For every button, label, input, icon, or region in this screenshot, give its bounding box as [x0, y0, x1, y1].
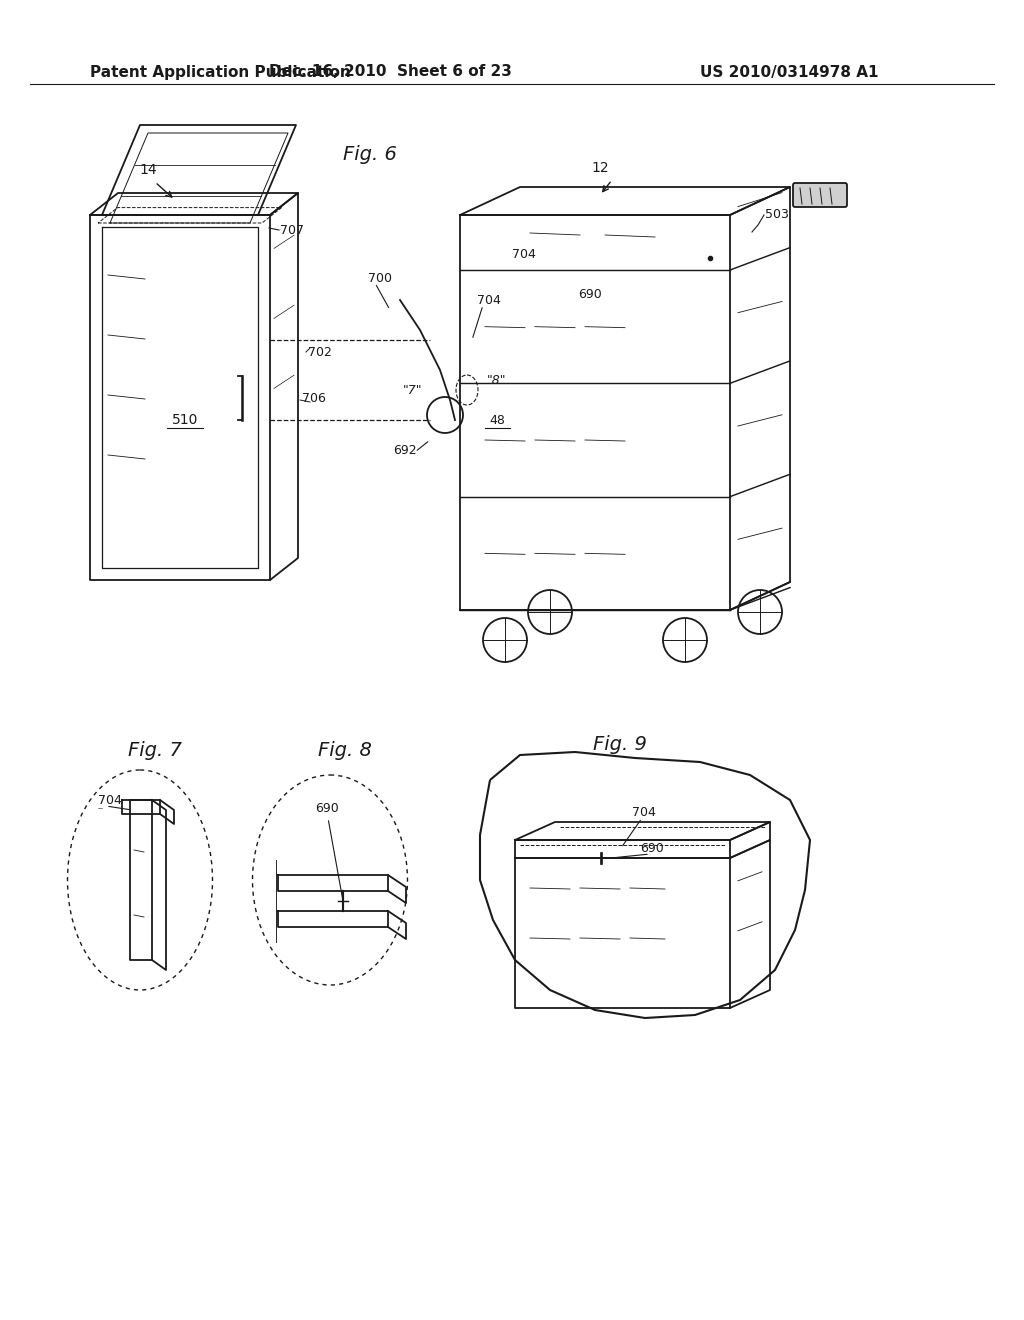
Text: 690: 690	[315, 801, 339, 814]
Text: 692: 692	[393, 444, 417, 457]
Text: 704: 704	[512, 248, 536, 261]
Text: 503: 503	[765, 209, 788, 222]
Text: Patent Application Publication: Patent Application Publication	[90, 65, 351, 79]
Text: 702: 702	[308, 346, 332, 359]
Text: 690: 690	[579, 289, 602, 301]
Text: 700: 700	[368, 272, 392, 285]
Text: 690: 690	[640, 842, 664, 854]
Text: 12: 12	[591, 161, 609, 176]
Text: "8": "8"	[487, 374, 507, 387]
Text: 704: 704	[477, 293, 501, 306]
Text: 14: 14	[139, 162, 157, 177]
Text: 48: 48	[489, 413, 505, 426]
Text: Fig. 9: Fig. 9	[593, 735, 647, 755]
Text: 704: 704	[98, 793, 122, 807]
Text: Fig. 8: Fig. 8	[318, 741, 372, 759]
Text: Fig. 6: Fig. 6	[343, 145, 397, 165]
Text: 706: 706	[302, 392, 326, 404]
FancyBboxPatch shape	[793, 183, 847, 207]
Text: US 2010/0314978 A1: US 2010/0314978 A1	[700, 65, 879, 79]
Text: 704: 704	[632, 805, 656, 818]
Text: Fig. 7: Fig. 7	[128, 741, 182, 759]
Text: "7": "7"	[403, 384, 423, 396]
Text: Dec. 16, 2010  Sheet 6 of 23: Dec. 16, 2010 Sheet 6 of 23	[268, 65, 511, 79]
Text: 510: 510	[172, 413, 199, 426]
Text: 707: 707	[280, 223, 304, 236]
